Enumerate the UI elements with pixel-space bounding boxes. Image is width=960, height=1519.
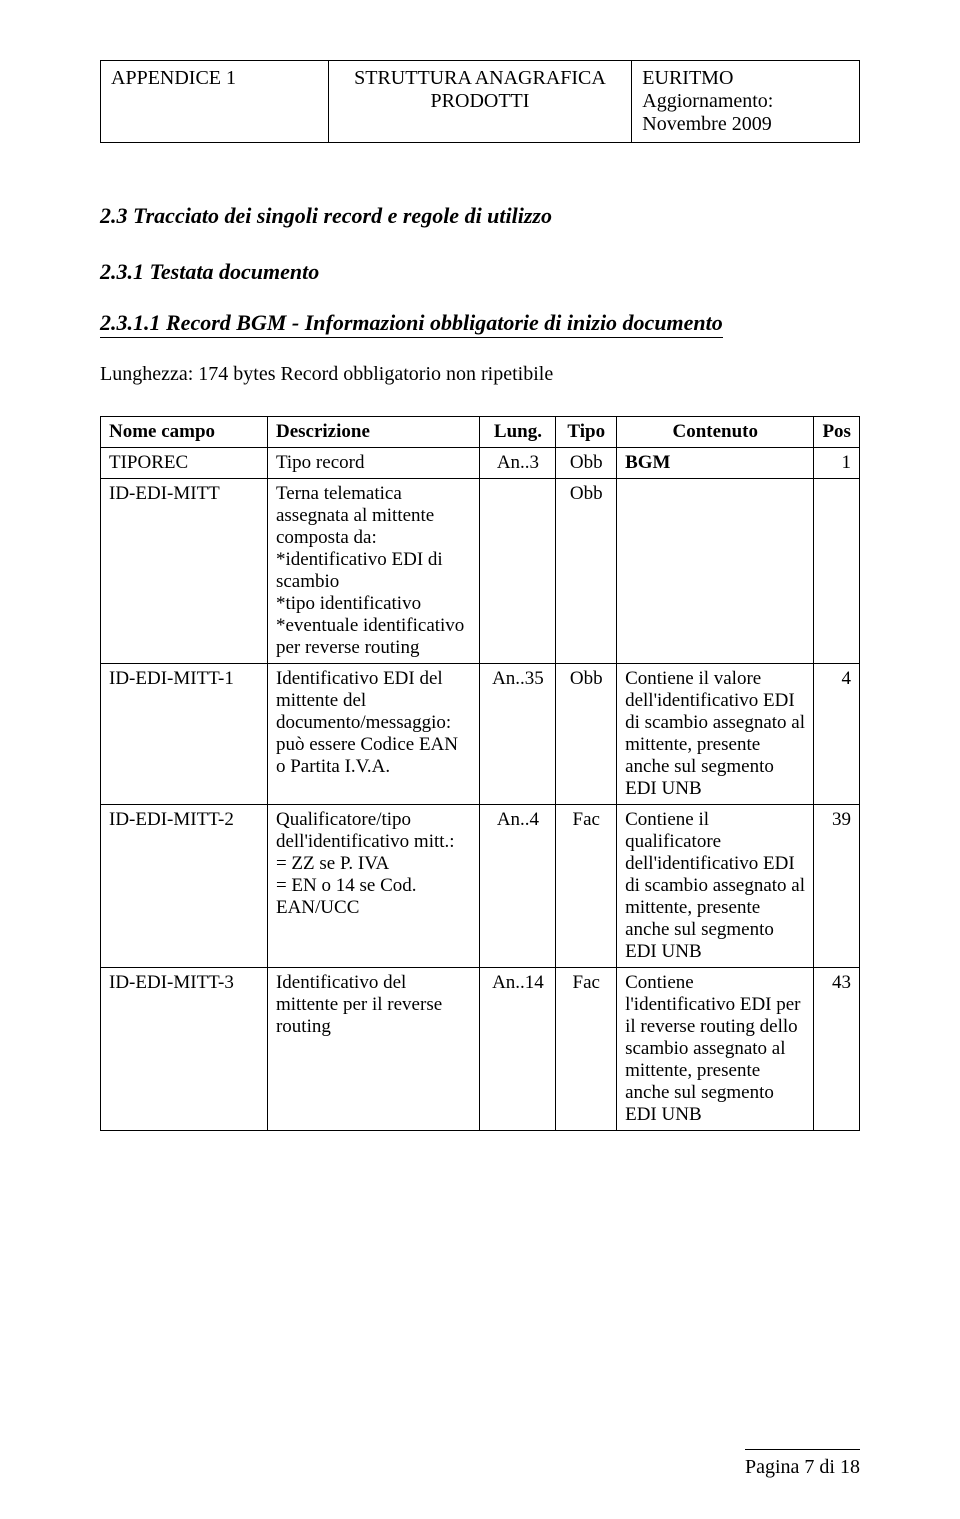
cell-lung: An..35 bbox=[480, 664, 556, 805]
cell-cont: Contiene l'identificativo EDI per il rev… bbox=[617, 968, 814, 1131]
intro-text: Lunghezza: 174 bytes Record obbligatorio… bbox=[100, 363, 860, 386]
cell-cont: Contiene il valore dell'identificativo E… bbox=[617, 664, 814, 805]
table-row: ID-EDI-MITT-3Identificativo del mittente… bbox=[101, 968, 860, 1131]
col-desc: Descrizione bbox=[267, 417, 480, 448]
cell-desc: Identificativo del mittente per il rever… bbox=[267, 968, 480, 1131]
page-header: APPENDICE 1 STRUTTURA ANAGRAFICA PRODOTT… bbox=[100, 60, 860, 143]
cell-lung bbox=[480, 479, 556, 664]
record-table: Nome campo Descrizione Lung. Tipo Conten… bbox=[100, 416, 860, 1131]
record-title: 2.3.1.1 Record BGM - Informazioni obblig… bbox=[100, 310, 723, 338]
cell-tipo: Fac bbox=[556, 968, 617, 1131]
header-right-line1: EURITMO bbox=[642, 67, 733, 89]
cell-desc: Terna telematica assegnata al mittente c… bbox=[267, 479, 480, 664]
cell-pos: 4 bbox=[814, 664, 860, 805]
col-pos: Pos bbox=[814, 417, 860, 448]
cell-pos: 1 bbox=[814, 448, 860, 479]
header-mid-line1: STRUTTURA ANAGRAFICA bbox=[354, 67, 606, 89]
page-footer: Pagina 7 di 18 bbox=[745, 1449, 860, 1479]
cell-tipo: Fac bbox=[556, 805, 617, 968]
cell-tipo: Obb bbox=[556, 479, 617, 664]
table-row: TIPORECTipo recordAn..3ObbBGM1 bbox=[101, 448, 860, 479]
subsection-title: 2.3.1 Testata documento bbox=[100, 259, 860, 285]
cell-desc: Tipo record bbox=[267, 448, 480, 479]
table-row: ID-EDI-MITT-1Identificativo EDI del mitt… bbox=[101, 664, 860, 805]
cell-nome: ID-EDI-MITT-1 bbox=[101, 664, 268, 805]
cell-pos: 39 bbox=[814, 805, 860, 968]
col-tipo: Tipo bbox=[556, 417, 617, 448]
cell-nome: TIPOREC bbox=[101, 448, 268, 479]
table-header-row: Nome campo Descrizione Lung. Tipo Conten… bbox=[101, 417, 860, 448]
cell-nome: ID-EDI-MITT bbox=[101, 479, 268, 664]
section-title: 2.3 Tracciato dei singoli record e regol… bbox=[100, 203, 860, 229]
header-right: EURITMO Aggiornamento: Novembre 2009 bbox=[632, 61, 860, 143]
col-lung: Lung. bbox=[480, 417, 556, 448]
cell-cont bbox=[617, 479, 814, 664]
table-row: ID-EDI-MITT-2Qualificatore/tipo dell'ide… bbox=[101, 805, 860, 968]
cell-cont: Contiene il qualificatore dell'identific… bbox=[617, 805, 814, 968]
cell-tipo: Obb bbox=[556, 448, 617, 479]
cell-pos: 43 bbox=[814, 968, 860, 1131]
cell-lung: An..3 bbox=[480, 448, 556, 479]
cell-lung: An..4 bbox=[480, 805, 556, 968]
cell-tipo: Obb bbox=[556, 664, 617, 805]
header-mid-line2: PRODOTTI bbox=[431, 90, 530, 112]
cell-desc: Qualificatore/tipo dell'identificativo m… bbox=[267, 805, 480, 968]
cell-cont: BGM bbox=[617, 448, 814, 479]
cell-nome: ID-EDI-MITT-3 bbox=[101, 968, 268, 1131]
header-right-line3: Novembre 2009 bbox=[642, 113, 771, 135]
cell-desc: Identificativo EDI del mittente del docu… bbox=[267, 664, 480, 805]
header-right-line2: Aggiornamento: bbox=[642, 90, 773, 112]
cell-nome: ID-EDI-MITT-2 bbox=[101, 805, 268, 968]
header-left: APPENDICE 1 bbox=[101, 61, 329, 143]
cell-pos bbox=[814, 479, 860, 664]
table-row: ID-EDI-MITTTerna telematica assegnata al… bbox=[101, 479, 860, 664]
col-nome: Nome campo bbox=[101, 417, 268, 448]
header-mid: STRUTTURA ANAGRAFICA PRODOTTI bbox=[328, 61, 632, 143]
col-cont: Contenuto bbox=[617, 417, 814, 448]
cell-lung: An..14 bbox=[480, 968, 556, 1131]
